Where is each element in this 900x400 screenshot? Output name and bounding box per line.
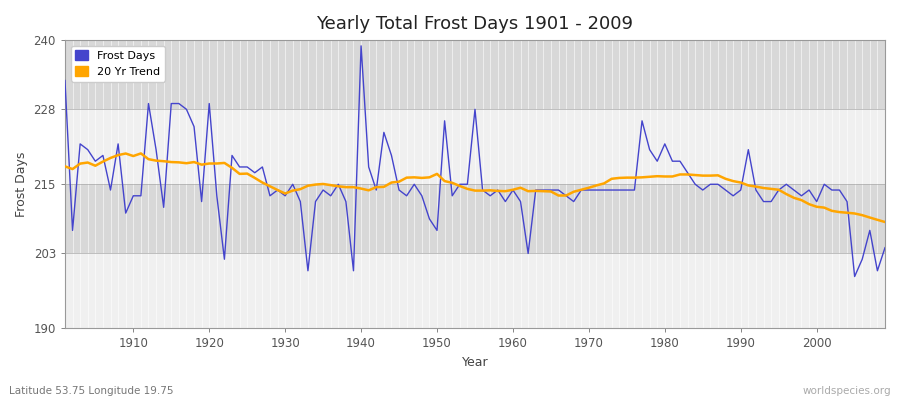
Bar	[65, 40, 885, 109]
X-axis label: Year: Year	[462, 356, 489, 369]
Bar	[65, 109, 885, 184]
Text: worldspecies.org: worldspecies.org	[803, 386, 891, 396]
Text: Latitude 53.75 Longitude 19.75: Latitude 53.75 Longitude 19.75	[9, 386, 174, 396]
Y-axis label: Frost Days: Frost Days	[15, 152, 28, 217]
Bar	[65, 254, 885, 328]
Bar	[65, 184, 885, 254]
Legend: Frost Days, 20 Yr Trend: Frost Days, 20 Yr Trend	[70, 46, 165, 82]
Title: Yearly Total Frost Days 1901 - 2009: Yearly Total Frost Days 1901 - 2009	[317, 15, 634, 33]
